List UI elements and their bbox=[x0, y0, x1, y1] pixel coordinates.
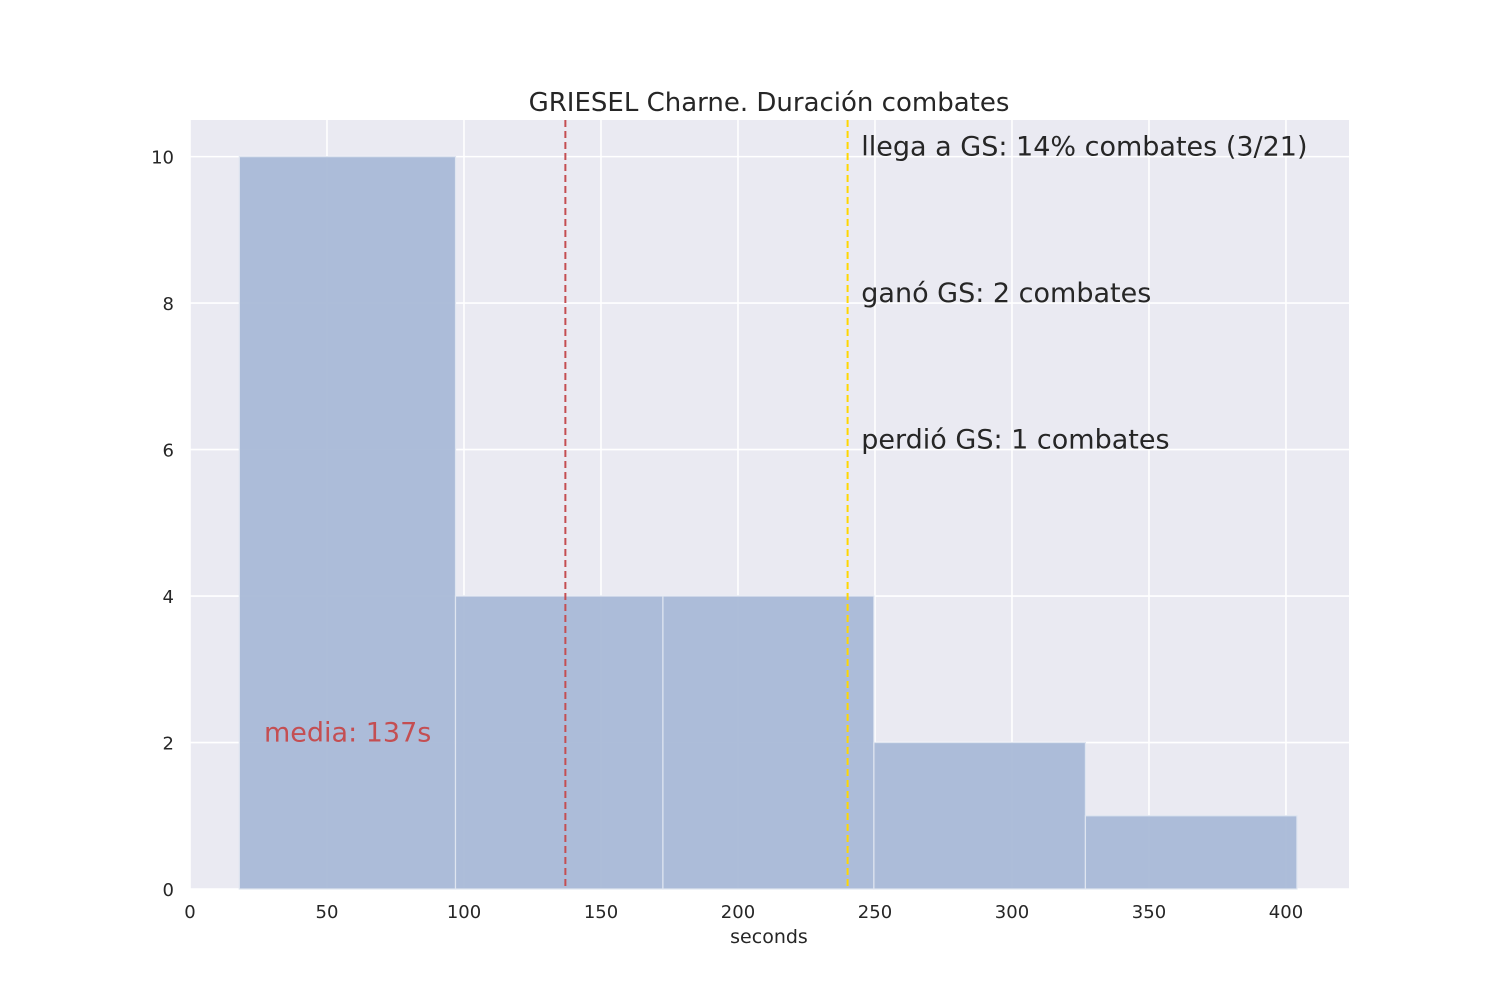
axis-ticks: 0 50 100 150 200 250 300 350 400 0 2 4 6 8 10 bbox=[151, 148, 1303, 923]
chart-title: GRIESEL Charne. Duración combates bbox=[529, 88, 1010, 118]
x-tick-label: 400 bbox=[1269, 902, 1303, 923]
histogram-bar bbox=[873, 741, 1087, 890]
annotations: llega a GS: 14% combates (3/21) ganó GS: … bbox=[264, 132, 1308, 749]
x-axis-title: seconds bbox=[730, 926, 808, 948]
histogram-bar bbox=[662, 595, 875, 890]
x-tick-label: 100 bbox=[447, 902, 481, 923]
x-tick-label: 300 bbox=[995, 902, 1029, 923]
y-tick-label: 6 bbox=[163, 441, 174, 462]
y-tick-label: 8 bbox=[163, 294, 174, 315]
histogram-bar bbox=[238, 156, 457, 890]
x-tick-label: 150 bbox=[584, 902, 618, 923]
x-tick-label: 0 bbox=[184, 902, 195, 923]
histogram-bar bbox=[1084, 815, 1298, 890]
x-tick-label: 250 bbox=[858, 902, 892, 923]
annotation-text: ganó GS: 2 combates bbox=[861, 278, 1151, 309]
y-tick-label: 4 bbox=[163, 587, 174, 608]
x-tick-label: 50 bbox=[316, 902, 339, 923]
y-tick-label: 2 bbox=[163, 734, 174, 755]
annotation-text: media: 137s bbox=[264, 718, 431, 749]
histogram-bars bbox=[238, 156, 1298, 890]
reference-lines bbox=[564, 120, 849, 889]
x-tick-label: 350 bbox=[1132, 902, 1166, 923]
x-tick-label: 200 bbox=[721, 902, 755, 923]
y-tick-label: 10 bbox=[151, 148, 174, 169]
annotation-text: perdió GS: 1 combates bbox=[861, 425, 1169, 456]
annotation-text: llega a GS: 14% combates (3/21) bbox=[861, 132, 1307, 163]
y-tick-label: 0 bbox=[163, 880, 174, 901]
histogram-bar bbox=[454, 595, 664, 890]
